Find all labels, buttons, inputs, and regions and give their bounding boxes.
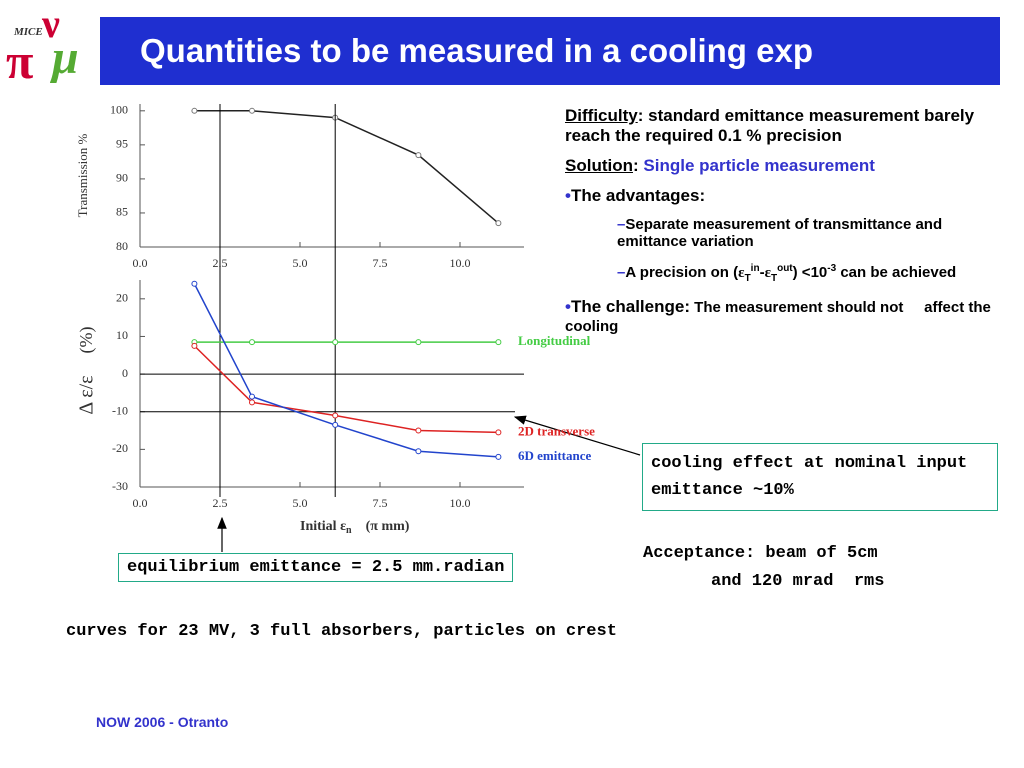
y-tick-label: -30 bbox=[112, 479, 128, 493]
y-tick-label: -10 bbox=[112, 403, 128, 417]
text: (π mm) bbox=[366, 519, 410, 534]
y-tick-label: 85 bbox=[116, 205, 128, 219]
point bbox=[415, 152, 422, 159]
text: : standard emittance measurement barely … bbox=[565, 106, 975, 145]
x-tick-label: 10.0 bbox=[450, 256, 471, 270]
y-tick-label: 10 bbox=[116, 328, 128, 342]
paragraph: Difficulty: standard emittance measureme… bbox=[565, 106, 995, 146]
text: T bbox=[770, 273, 778, 284]
x-tick-label: 10.0 bbox=[450, 496, 471, 510]
text: : bbox=[632, 156, 639, 175]
title-banner: Quantities to be measured in a cooling e… bbox=[100, 17, 1000, 85]
bullet: • bbox=[565, 297, 571, 316]
logo-glyph: ν bbox=[42, 1, 60, 46]
acceptance: Acceptance: beam of 5cm bbox=[643, 544, 878, 563]
point bbox=[332, 339, 339, 346]
text: The measurement should not affect the co… bbox=[565, 299, 996, 335]
text: Initial ε bbox=[300, 519, 346, 534]
arrow bbox=[513, 415, 641, 456]
x-tick-label: 5.0 bbox=[293, 496, 308, 510]
text: n bbox=[346, 525, 352, 536]
point bbox=[415, 427, 422, 434]
point bbox=[495, 453, 502, 460]
text: -3 bbox=[827, 263, 837, 274]
series-label: 6D emittance bbox=[518, 448, 592, 463]
x-tick-label: 2.5 bbox=[213, 496, 228, 510]
point bbox=[415, 448, 422, 455]
text: Solution bbox=[565, 156, 633, 175]
y-tick-label: 20 bbox=[116, 291, 128, 305]
series-line bbox=[194, 110, 499, 224]
acceptance: and 120 mrad rms bbox=[711, 572, 885, 591]
series-label: Longitudinal bbox=[518, 333, 591, 348]
x-tick-label: 0.0 bbox=[133, 496, 148, 510]
text: out bbox=[777, 263, 793, 274]
text: The advantages: bbox=[570, 186, 706, 205]
logo-glyph: π bbox=[6, 33, 34, 89]
y-axis-label: (%) bbox=[76, 327, 97, 354]
x-axis-label: Initial εn (π mm) bbox=[300, 519, 410, 536]
point bbox=[191, 342, 198, 349]
bullet: • bbox=[565, 186, 571, 205]
paragraph: •The challenge: The measurement should n… bbox=[565, 297, 995, 336]
equilibrium-box: equilibrium emittance = 2.5 mm.radian bbox=[118, 553, 514, 582]
paragraph: –Separate measurement of transmittance a… bbox=[617, 216, 995, 250]
point bbox=[249, 339, 255, 346]
point bbox=[332, 421, 339, 428]
text: T bbox=[744, 273, 751, 284]
text: ) <10 bbox=[792, 264, 828, 281]
point bbox=[191, 107, 198, 114]
text: Separate measurement of transmittance an… bbox=[617, 216, 943, 250]
text: A precision on ( bbox=[625, 264, 739, 281]
logo: MICE π ν μ bbox=[2, 1, 98, 89]
y-axis-label: Transmission % bbox=[75, 133, 90, 217]
paragraph: –A precision on (εTin-εTout) <10-3 can b… bbox=[617, 260, 995, 287]
x-tick-label: 0.0 bbox=[133, 256, 148, 270]
dash: – bbox=[617, 264, 626, 281]
point bbox=[332, 412, 339, 419]
point bbox=[249, 399, 255, 406]
y-tick-label: 90 bbox=[116, 171, 128, 185]
cooling-box: cooling effect at nominal input emittanc… bbox=[642, 443, 998, 511]
text: Single particle measurement bbox=[643, 156, 875, 175]
note: curves for 23 MV, 3 full absorbers, part… bbox=[66, 622, 617, 641]
y-tick-label: 80 bbox=[116, 239, 128, 253]
text: Difficulty bbox=[565, 106, 638, 125]
text: - bbox=[759, 264, 765, 281]
text: ε bbox=[738, 265, 745, 281]
series-line bbox=[193, 345, 499, 434]
text: can be achieved bbox=[836, 264, 957, 281]
point bbox=[249, 393, 255, 400]
point bbox=[249, 107, 255, 114]
paragraph: •The advantages: bbox=[565, 186, 995, 206]
logo-label: MICE bbox=[14, 26, 43, 38]
point bbox=[415, 339, 422, 346]
point bbox=[495, 339, 502, 346]
text: ε bbox=[764, 265, 771, 281]
series-label: 2D transverse bbox=[518, 423, 595, 438]
y-tick-label: -20 bbox=[112, 441, 128, 455]
point bbox=[495, 429, 502, 436]
x-tick-label: 7.5 bbox=[373, 256, 388, 270]
point bbox=[495, 220, 502, 227]
footer: NOW 2006 - Otranto bbox=[96, 714, 229, 730]
title: Quantities to be measured in a cooling e… bbox=[140, 32, 813, 69]
text: The challenge: bbox=[570, 297, 690, 316]
y-tick-label: 95 bbox=[116, 137, 128, 151]
y-tick-label: 0 bbox=[122, 366, 128, 380]
logo-glyph: μ bbox=[52, 31, 79, 84]
dash: – bbox=[617, 216, 626, 233]
y-tick-label: 100 bbox=[110, 103, 128, 117]
text-panel: Difficulty: standard emittance measureme… bbox=[565, 106, 995, 346]
paragraph: Solution: Single particle measurement bbox=[565, 156, 995, 176]
point bbox=[191, 280, 198, 287]
x-tick-label: 7.5 bbox=[373, 496, 388, 510]
text: in bbox=[750, 263, 760, 274]
x-tick-label: 5.0 bbox=[293, 256, 308, 270]
y-axis-label: Δ ε/ε bbox=[76, 375, 98, 414]
